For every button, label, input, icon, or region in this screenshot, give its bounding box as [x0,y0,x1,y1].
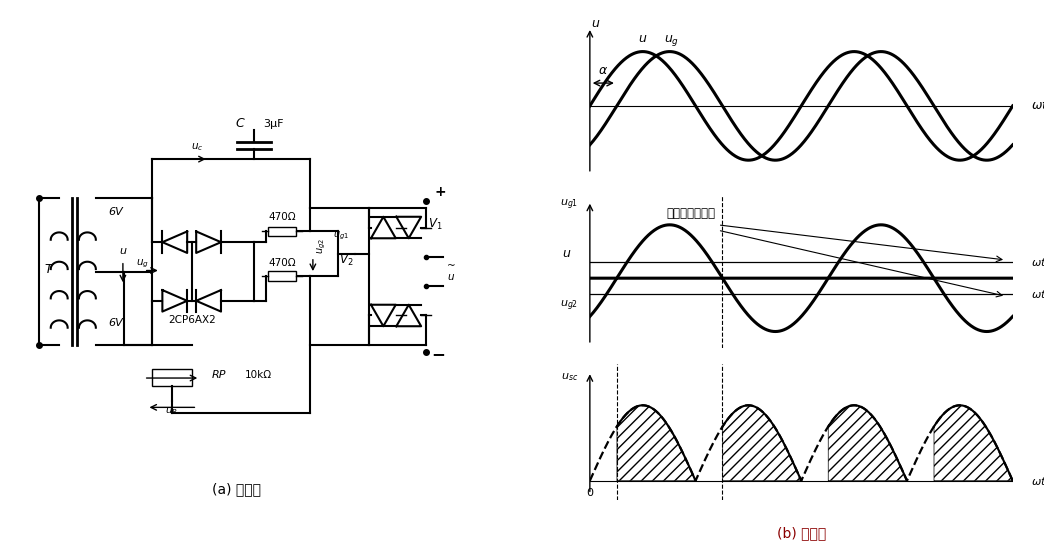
Text: $u_g$: $u_g$ [664,33,679,48]
Text: $u_{g1}$: $u_{g1}$ [560,198,578,212]
Text: +: + [434,185,446,199]
Text: 6V: 6V [109,207,123,217]
Text: u: u [119,247,126,256]
Text: 470Ω: 470Ω [268,212,295,222]
Text: 6V: 6V [109,318,123,328]
Text: $u_{g2}$: $u_{g2}$ [315,238,328,254]
Text: (b) 波形图: (b) 波形图 [777,526,826,540]
Text: $\omega t$: $\omega t$ [1031,99,1044,112]
Text: $V_2$: $V_2$ [339,253,354,268]
Text: $u_g$: $u_g$ [136,258,148,270]
Text: $u_{g2}$: $u_{g2}$ [560,299,578,313]
Text: C: C [235,117,244,130]
Text: $u_R$: $u_R$ [166,405,179,417]
Bar [267,226,296,236]
Text: (a) 电路图: (a) 电路图 [212,482,261,496]
Text: $u_{sc}$: $u_{sc}$ [561,371,578,383]
Text: ~
$u$: ~ $u$ [447,261,455,282]
Text: $\omega t$: $\omega t$ [1031,256,1044,268]
Text: $V_1$: $V_1$ [428,217,443,232]
Text: RP: RP [211,370,226,380]
Text: u: u [563,247,570,260]
Text: 0: 0 [587,488,593,498]
Bar [267,272,296,281]
Text: 10kΩ: 10kΩ [245,370,272,380]
Text: u: u [592,17,599,30]
Text: 3μF: 3μF [263,119,284,129]
Text: u: u [639,32,646,45]
Text: $\omega t$: $\omega t$ [1031,475,1044,487]
Text: −: − [431,345,445,363]
Text: T: T [44,263,52,275]
Text: $\alpha$: $\alpha$ [598,65,609,78]
Text: 470Ω: 470Ω [268,257,295,268]
Text: $u_{g1}$: $u_{g1}$ [333,230,349,242]
Text: $\omega t$: $\omega t$ [1031,288,1044,300]
Bar [152,369,192,387]
Text: 2CP6AX2: 2CP6AX2 [168,315,215,325]
Text: $u_c$: $u_c$ [191,141,204,153]
Text: 晶闸管触发电压: 晶闸管触发电压 [666,207,715,220]
